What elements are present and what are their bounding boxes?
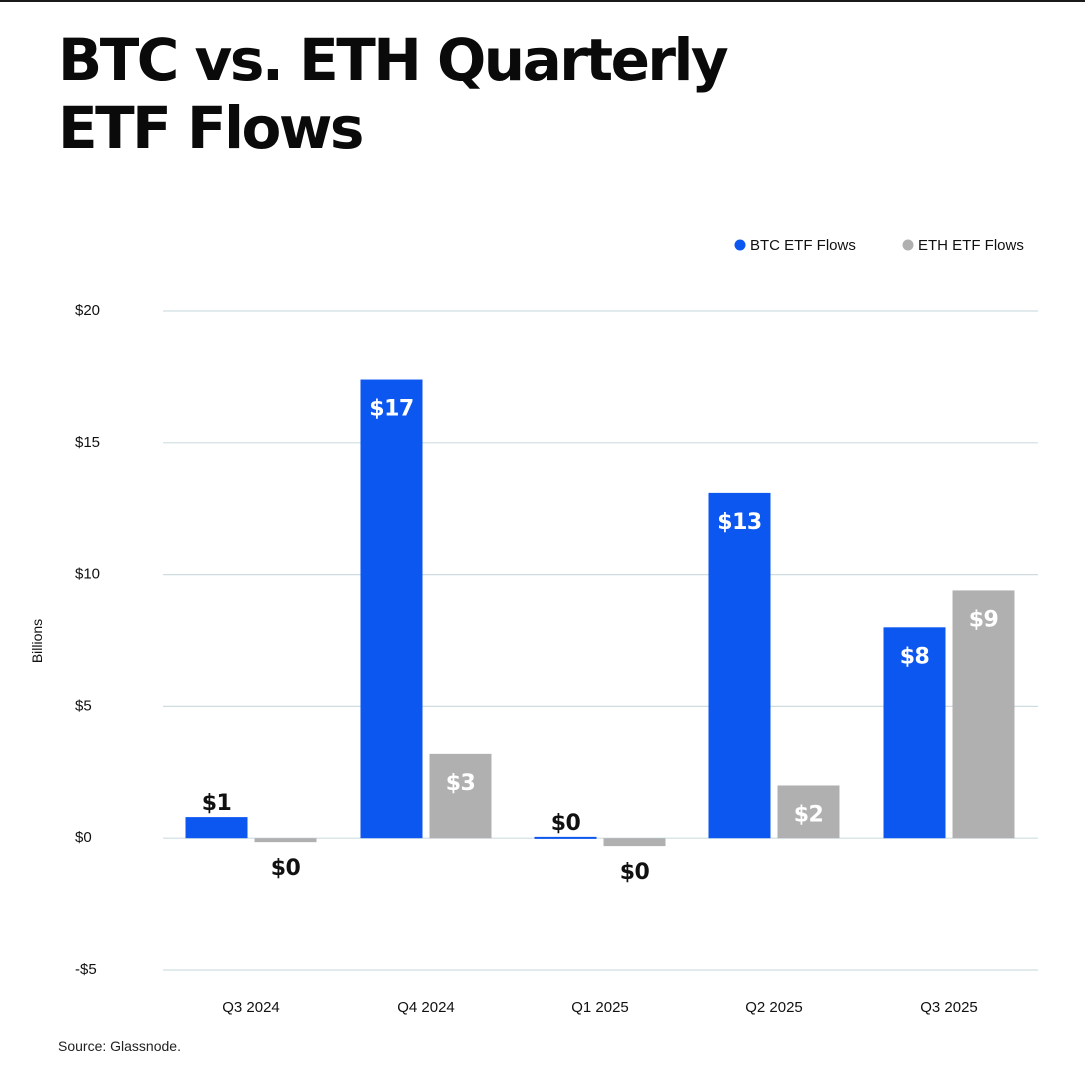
eth-data-label: $0	[620, 860, 650, 885]
btc-bar-q3-2025	[883, 627, 946, 839]
btc-bar-q2-2025	[708, 492, 771, 839]
source-note: Source: Glassnode.	[58, 1038, 181, 1054]
data-labels: $1 $0 $17 $3 $0 $0 $13 $2 $8 $9	[202, 397, 999, 886]
eth-bar-q1-2025	[603, 838, 666, 847]
x-tick-label: Q4 2024	[397, 999, 455, 1016]
eth-data-label: $9	[969, 607, 999, 632]
y-axis-label: Billions	[29, 619, 45, 663]
top-rule	[0, 0, 1085, 2]
y-axis-ticks: -$5 $0 $5 $10 $15 $20	[75, 302, 100, 978]
eth-data-label: $3	[446, 771, 476, 796]
bars	[185, 379, 1015, 847]
eth-bar-q4-2024	[429, 753, 492, 839]
btc-bar-q4-2024	[360, 379, 423, 839]
eth-bar-q2-2025	[777, 785, 840, 839]
y-tick-label: $5	[75, 697, 92, 714]
legend: BTC ETF Flows ETH ETF Flows	[734, 237, 1024, 254]
eth-legend-label: ETH ETF Flows	[918, 237, 1024, 254]
eth-data-label: $0	[271, 856, 301, 881]
x-tick-label: Q2 2025	[745, 999, 803, 1016]
y-tick-label: -$5	[75, 961, 97, 978]
btc-bar-q1-2025	[534, 836, 597, 839]
x-tick-label: Q1 2025	[571, 999, 629, 1016]
y-tick-label: $20	[75, 302, 100, 319]
y-tick-label: $10	[75, 566, 100, 583]
x-tick-label: Q3 2024	[222, 999, 280, 1016]
x-axis-ticks: Q3 2024 Q4 2024 Q1 2025 Q2 2025 Q3 2025	[222, 999, 978, 1016]
y-tick-label: $15	[75, 434, 100, 451]
eth-bar-q3-2025	[952, 590, 1015, 839]
eth-legend-swatch	[902, 239, 914, 251]
btc-legend-swatch	[734, 239, 746, 251]
btc-bar-q3-2024	[185, 817, 248, 839]
btc-data-label: $8	[900, 644, 930, 669]
eth-bar-q3-2024	[254, 838, 317, 843]
chart-title: BTC vs. ETH Quarterly ETF Flows	[58, 26, 729, 162]
btc-data-label: $1	[202, 791, 232, 816]
eth-data-label: $2	[794, 802, 824, 827]
btc-data-label: $0	[551, 811, 581, 836]
y-tick-label: $0	[75, 829, 92, 846]
btc-data-label: $13	[717, 510, 761, 535]
btc-legend-label: BTC ETF Flows	[750, 237, 856, 254]
btc-data-label: $17	[369, 397, 413, 422]
x-tick-label: Q3 2025	[920, 999, 978, 1016]
